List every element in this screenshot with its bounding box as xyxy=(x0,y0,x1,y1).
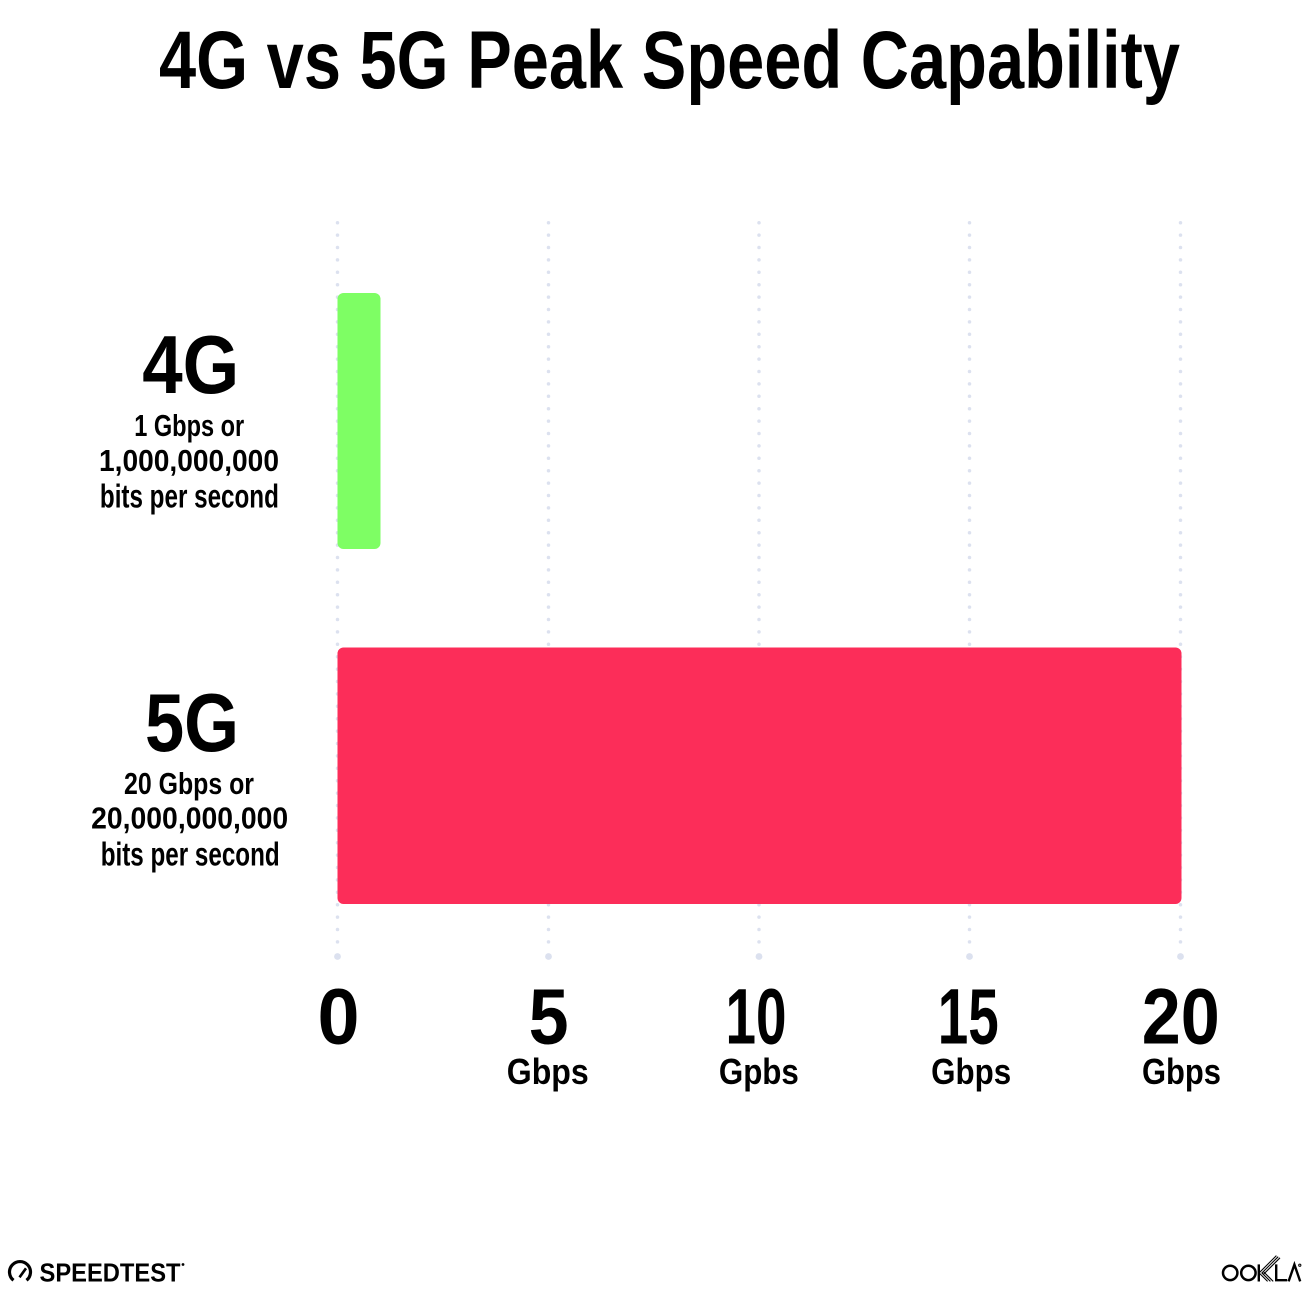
svg-text:15: 15 xyxy=(938,971,999,1060)
svg-text:Gbps: Gbps xyxy=(507,1051,589,1092)
svg-text:20,000,000,000: 20,000,000,000 xyxy=(91,800,288,835)
svg-text:SPEEDTEST: SPEEDTEST xyxy=(40,1258,181,1288)
svg-text:4G vs 5G Peak Speed Capability: 4G vs 5G Peak Speed Capability xyxy=(159,15,1180,106)
svg-text:Gpbs: Gpbs xyxy=(719,1051,799,1092)
svg-text:bits per second: bits per second xyxy=(100,478,279,515)
svg-text:bits per second: bits per second xyxy=(101,835,280,872)
svg-text:5: 5 xyxy=(529,971,569,1060)
svg-text:1 Gbps or: 1 Gbps or xyxy=(134,409,244,443)
svg-text:Gbps: Gbps xyxy=(931,1051,1011,1092)
svg-text:10: 10 xyxy=(726,971,787,1060)
svg-text:20 Gbps or: 20 Gbps or xyxy=(124,767,254,801)
svg-text:Gbps: Gbps xyxy=(1142,1051,1221,1092)
svg-text:1,000,000,000: 1,000,000,000 xyxy=(99,444,279,478)
svg-text:0: 0 xyxy=(318,971,360,1060)
svg-text:5G: 5G xyxy=(145,676,239,769)
svg-text:4G: 4G xyxy=(142,318,239,411)
svg-text:20: 20 xyxy=(1142,971,1220,1060)
